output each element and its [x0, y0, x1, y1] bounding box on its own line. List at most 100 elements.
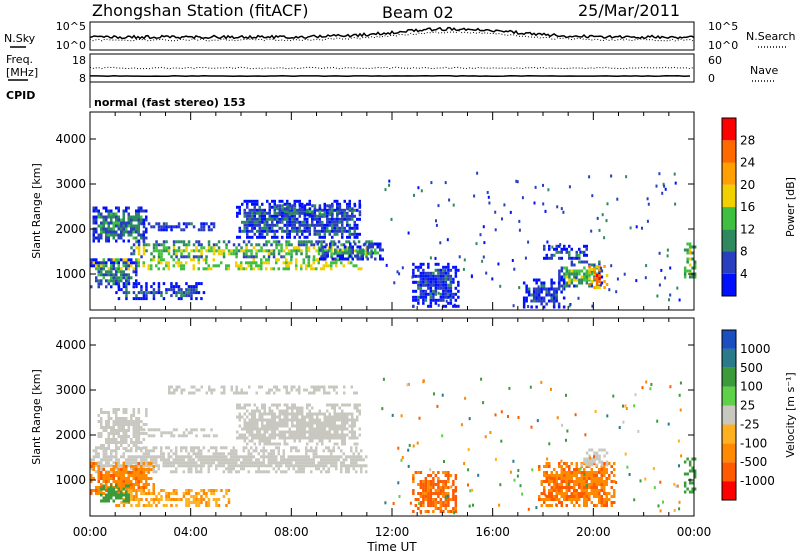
data-cell — [311, 424, 314, 428]
data-cell — [379, 254, 382, 258]
data-cell — [318, 427, 321, 431]
data-cell — [165, 464, 168, 468]
data-cell — [135, 224, 138, 228]
data-cell — [268, 223, 271, 227]
data-cell — [117, 297, 121, 301]
data-cell — [548, 504, 551, 507]
data-cell — [558, 256, 561, 260]
data-cell — [325, 446, 328, 450]
data-cell — [525, 287, 528, 291]
data-cell — [102, 264, 105, 268]
data-cell — [235, 470, 238, 474]
noise-cell — [471, 488, 474, 492]
data-cell — [339, 248, 342, 252]
data-cell — [130, 417, 133, 420]
data-cell — [308, 424, 311, 428]
data-cell — [292, 458, 295, 462]
data-cell — [127, 233, 130, 237]
data-cell — [215, 464, 218, 468]
data-cell — [147, 462, 150, 465]
data-cell — [107, 423, 110, 426]
data-cell — [412, 262, 415, 266]
data-cell — [305, 388, 308, 392]
data-cell — [142, 432, 146, 435]
data-cell — [268, 214, 271, 218]
data-cell — [298, 199, 301, 203]
data-cell — [575, 498, 578, 501]
data-cell — [260, 470, 263, 474]
data-cell — [340, 461, 343, 465]
data-cell — [165, 246, 168, 250]
data-cell — [270, 252, 273, 256]
data-cell — [303, 388, 306, 392]
data-cell — [585, 275, 589, 279]
data-cell — [317, 464, 320, 468]
data-cell — [356, 415, 359, 419]
data-cell — [125, 499, 128, 503]
data-cell — [686, 248, 689, 252]
data-cell — [110, 233, 113, 237]
data-cell — [598, 280, 601, 283]
data-cell — [120, 420, 123, 423]
data-cell — [293, 223, 296, 227]
data-cell — [432, 486, 435, 489]
data-cell — [127, 261, 130, 265]
data-cell — [105, 477, 108, 480]
data-cell — [92, 458, 95, 462]
colorbar-tick-label: 20 — [740, 178, 755, 192]
data-cell — [550, 492, 553, 495]
data-cell — [100, 483, 103, 486]
data-cell — [115, 504, 118, 507]
data-cell — [285, 243, 288, 247]
data-cell — [343, 391, 346, 395]
data-cell — [115, 258, 118, 262]
data-cell — [540, 296, 543, 300]
data-cell — [335, 261, 338, 265]
data-cell — [328, 210, 332, 214]
data-cell — [110, 441, 113, 444]
data-cell — [437, 271, 440, 275]
data-cell — [165, 498, 168, 501]
data-cell — [336, 427, 339, 431]
data-cell — [175, 446, 178, 450]
data-cell — [444, 304, 448, 308]
data-cell — [273, 403, 276, 407]
data-cell — [286, 213, 289, 217]
data-cell — [263, 403, 266, 407]
data-cell — [555, 480, 558, 483]
data-cell — [183, 388, 186, 392]
data-cell — [127, 279, 130, 283]
data-cell — [268, 421, 271, 425]
data-cell — [162, 267, 165, 271]
data-cell — [192, 249, 196, 253]
data-cell — [192, 446, 195, 450]
data-cell — [258, 412, 261, 416]
data-cell — [427, 283, 430, 287]
data-cell — [276, 442, 279, 446]
data-cell — [545, 477, 548, 480]
data-cell — [175, 428, 178, 432]
noise-cell — [669, 266, 672, 270]
noise-cell — [412, 280, 415, 284]
data-cell — [335, 391, 338, 395]
data-cell — [310, 464, 313, 468]
data-cell — [297, 243, 301, 247]
data-cell — [305, 452, 308, 456]
data-cell — [222, 455, 225, 459]
data-cell — [293, 412, 296, 416]
data-cell — [132, 483, 135, 486]
data-cell — [330, 267, 333, 271]
data-cell — [552, 281, 556, 285]
data-cell — [117, 233, 120, 237]
data-cell — [522, 281, 526, 285]
data-cell — [170, 470, 173, 474]
data-cell — [370, 255, 373, 259]
data-cell — [595, 454, 599, 458]
data-cell — [152, 249, 156, 253]
data-cell — [565, 495, 568, 498]
data-cell — [558, 486, 561, 489]
data-cell — [688, 460, 692, 464]
colorbar-swatch — [722, 162, 736, 185]
data-cell — [220, 458, 223, 462]
data-cell — [550, 256, 553, 260]
